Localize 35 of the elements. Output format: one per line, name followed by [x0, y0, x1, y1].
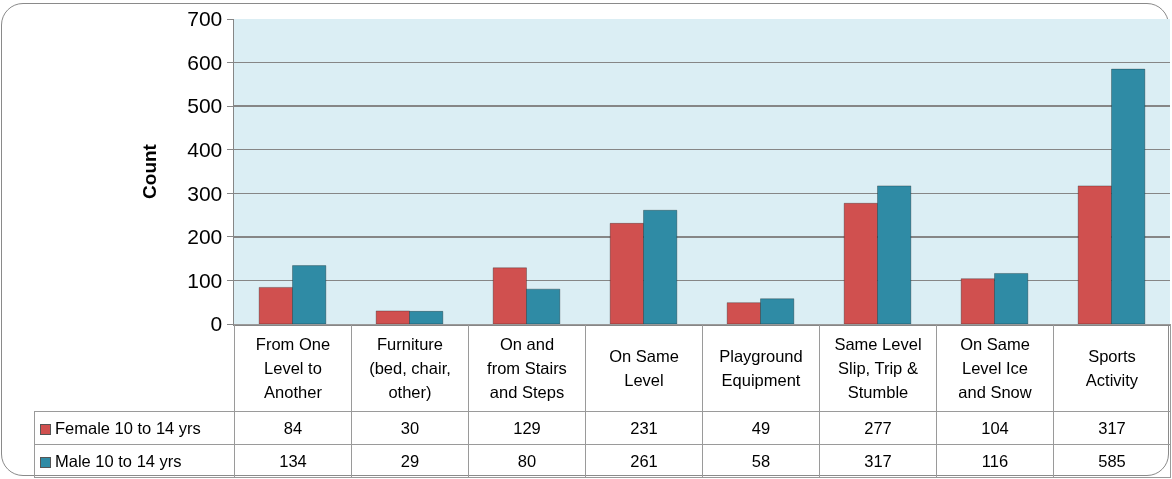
y-tick-label: 600 [187, 50, 223, 74]
data-label: 317 [1053, 411, 1171, 445]
data-label: 317 [819, 444, 937, 478]
data-label: 104 [936, 411, 1054, 445]
legend-label: Male 10 to 14 yrs [34, 444, 235, 478]
data-label: 58 [702, 444, 820, 478]
x-tick-label: Sports Activity [1053, 324, 1171, 412]
x-tick-label: Same Level Slip, Trip & Stumble [819, 324, 937, 412]
data-label: 80 [468, 444, 586, 478]
y-tick-label: 700 [187, 7, 223, 31]
y-axis-title: Count [139, 143, 161, 199]
data-label: 84 [234, 411, 352, 445]
y-tick-label: 0 [210, 312, 223, 336]
data-label: 585 [1053, 444, 1171, 478]
y-tick-label: 400 [187, 138, 223, 162]
y-tick-label: 300 [187, 181, 223, 205]
x-tick-label: From One Level to Another [234, 324, 352, 412]
data-label: 30 [351, 411, 469, 445]
data-label: 129 [468, 411, 586, 445]
x-tick-label: On Same Level Ice and Snow [936, 324, 1054, 412]
legend-label: Female 10 to 14 yrs [34, 411, 235, 445]
data-label: 231 [585, 411, 703, 445]
x-tick-label: On Same Level [585, 324, 703, 412]
data-label: 261 [585, 444, 703, 478]
y-tick-label: 100 [187, 268, 223, 292]
data-label: 49 [702, 411, 820, 445]
data-label: 29 [351, 444, 469, 478]
y-tick-label: 200 [187, 225, 223, 249]
y-tick-label: 500 [187, 94, 223, 118]
x-tick-label: On and from Stairs and Steps [468, 324, 586, 412]
data-label: 277 [819, 411, 937, 445]
data-label: 134 [234, 444, 352, 478]
x-tick-label: Playground Equipment [702, 324, 820, 412]
data-label: 116 [936, 444, 1054, 478]
x-tick-label: Furniture (bed, chair, other) [351, 324, 469, 412]
